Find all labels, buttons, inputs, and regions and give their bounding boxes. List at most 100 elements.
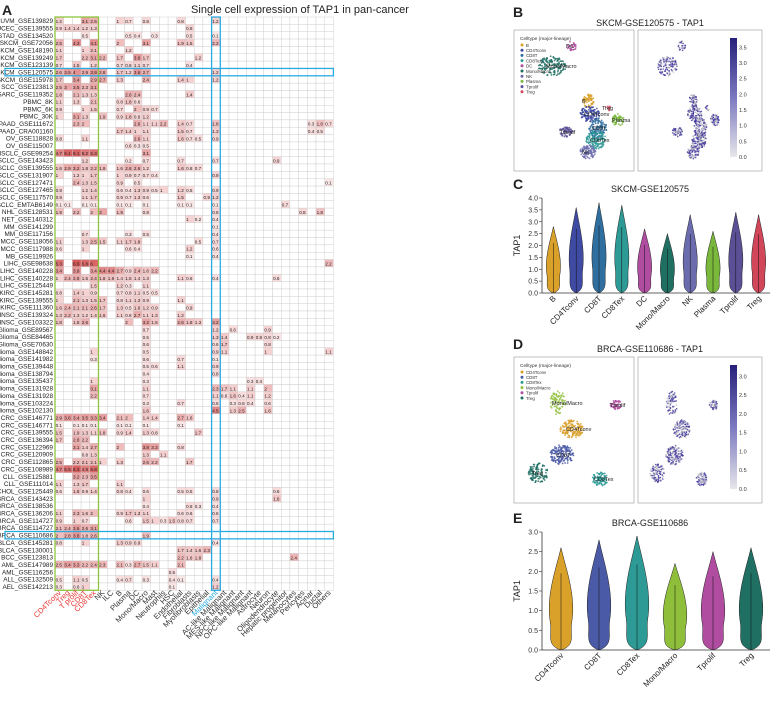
cell-value: 3.1 bbox=[73, 445, 80, 450]
heatmap-cell bbox=[246, 369, 256, 378]
heatmap-cell bbox=[246, 310, 256, 319]
heatmap-cell bbox=[315, 259, 325, 268]
heatmap-cell bbox=[98, 443, 108, 451]
umap-cell-dot bbox=[563, 65, 566, 68]
cell-value: 0.4 bbox=[238, 394, 245, 399]
heatmap-cell bbox=[202, 112, 212, 121]
umap-cell-dot bbox=[594, 112, 597, 115]
umap-expression-dot bbox=[705, 137, 707, 140]
heatmap-cell bbox=[133, 465, 143, 473]
cell-value: 2.8 bbox=[73, 438, 80, 443]
row-label: CRC_GSE120909 bbox=[1, 452, 54, 459]
heatmap-cell bbox=[193, 487, 204, 495]
umap-cell-dot bbox=[597, 118, 600, 120]
heatmap-cell bbox=[98, 399, 108, 407]
heatmap-cell bbox=[263, 222, 273, 231]
heatmap-cell bbox=[289, 560, 299, 569]
heatmap-cell bbox=[167, 457, 178, 466]
umap-expression-dot bbox=[695, 98, 697, 100]
heatmap-cell bbox=[263, 60, 273, 69]
heatmap-cell bbox=[150, 487, 160, 495]
heatmap-cell bbox=[298, 531, 308, 540]
cell-value: 0.6 bbox=[143, 195, 150, 200]
cell-value: 1.8 bbox=[195, 555, 202, 560]
umap-expression-dot bbox=[677, 46, 680, 49]
umap-cell-dot bbox=[571, 130, 574, 133]
heatmap-cell bbox=[106, 193, 117, 201]
row-label: LIHC_GSE98638 bbox=[4, 261, 54, 268]
heatmap-cell bbox=[289, 149, 299, 157]
heatmap-cell bbox=[281, 347, 291, 356]
heatmap-cell bbox=[141, 178, 151, 187]
cell-value: 1.3 bbox=[117, 460, 124, 465]
heatmap-cell bbox=[298, 149, 308, 157]
cell-value: 1.2 bbox=[125, 48, 132, 53]
heatmap-cell bbox=[89, 222, 99, 231]
heatmap-cell bbox=[246, 60, 256, 69]
cell-value: 2.1 bbox=[82, 460, 89, 465]
umap-expression-dot bbox=[691, 156, 694, 158]
heatmap-cell bbox=[298, 332, 308, 341]
cell-value: 2.1 bbox=[82, 305, 89, 310]
heatmap-cell bbox=[228, 274, 238, 282]
cell-value: 2.2 bbox=[160, 122, 167, 127]
heatmap-cell bbox=[228, 421, 238, 429]
row-label: PBMC_8K bbox=[23, 99, 54, 106]
heatmap-cell bbox=[124, 472, 134, 481]
heatmap-cell bbox=[228, 60, 238, 69]
umap-cell-dot bbox=[569, 49, 572, 52]
cell-value: 0.7 bbox=[177, 357, 184, 362]
cell-value: 1.7 bbox=[186, 460, 193, 465]
heatmap-cell bbox=[98, 347, 108, 356]
heatmap-cell bbox=[307, 472, 317, 481]
heatmap-cell bbox=[211, 82, 221, 91]
heatmap-cell bbox=[324, 90, 334, 99]
umap-expression-dot bbox=[692, 118, 694, 121]
heatmap-cell bbox=[63, 428, 73, 437]
heatmap-cell bbox=[228, 112, 238, 121]
cell-value: 2.4 bbox=[291, 555, 298, 560]
cell-value: 2.6 bbox=[134, 136, 141, 141]
heatmap-cell bbox=[298, 303, 308, 312]
heatmap-cell bbox=[167, 546, 178, 554]
umap-expression-dot bbox=[698, 143, 701, 145]
umap-cluster-label: Plasma bbox=[612, 118, 631, 124]
cell-value: 1.8 bbox=[99, 276, 106, 281]
heatmap-cell bbox=[315, 266, 325, 275]
panel-letter-d: D bbox=[513, 336, 524, 352]
panel-letter-b: B bbox=[513, 4, 524, 20]
heatmap-cell bbox=[202, 479, 212, 488]
umap-cell-dot bbox=[543, 58, 546, 61]
row-label: AEL_GSE142213 bbox=[3, 584, 54, 591]
umap-expression-dot bbox=[676, 65, 678, 67]
heatmap-cell bbox=[272, 369, 282, 378]
heatmap-cell bbox=[220, 244, 230, 253]
heatmap-cell bbox=[281, 450, 291, 459]
cell-value: 0.3 bbox=[90, 357, 97, 362]
umap-cell-dot bbox=[600, 145, 603, 148]
heatmap-cell bbox=[263, 531, 273, 540]
heatmap-cell bbox=[98, 494, 108, 503]
cell-value: 0.1 bbox=[90, 423, 97, 428]
heatmap-cell bbox=[106, 134, 117, 143]
heatmap-cell bbox=[220, 516, 230, 525]
violin-x-label: Tprolif bbox=[718, 294, 741, 317]
row-label: BRCA_GSE143423 bbox=[0, 496, 53, 503]
heatmap-cell bbox=[193, 68, 204, 76]
heatmap-cell bbox=[115, 156, 125, 165]
cell-value: 1.6 bbox=[273, 497, 280, 502]
cell-value: 1.7 bbox=[99, 298, 106, 303]
heatmap-cell bbox=[115, 318, 125, 326]
cell-value: 2 bbox=[56, 533, 59, 538]
heatmap-cell bbox=[133, 332, 143, 341]
umap-cell-dot bbox=[592, 116, 595, 119]
heatmap-cell bbox=[159, 178, 169, 187]
cell-value: 1 bbox=[134, 129, 137, 134]
umap-expression-dot bbox=[692, 154, 694, 157]
heatmap-cell bbox=[237, 46, 247, 54]
cell-value: 0.7 bbox=[212, 239, 219, 244]
heatmap-cell bbox=[211, 296, 221, 304]
heatmap-cell bbox=[141, 82, 151, 91]
cell-value: 1 bbox=[56, 276, 59, 281]
heatmap-cell bbox=[281, 281, 291, 290]
